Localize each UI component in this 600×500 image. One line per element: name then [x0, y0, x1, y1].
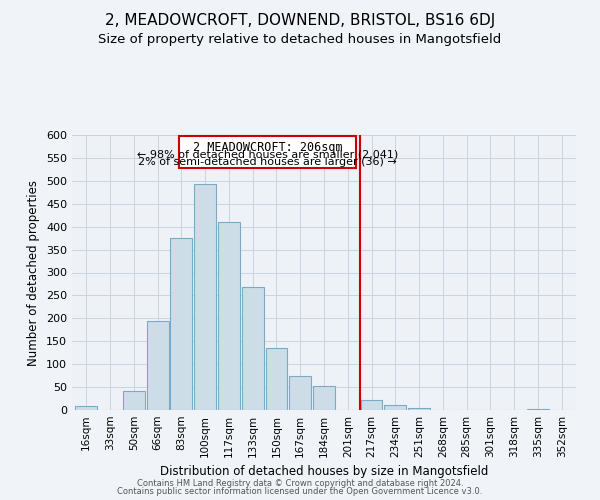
Text: ← 98% of detached houses are smaller (2,041): ← 98% of detached houses are smaller (2,… [137, 150, 398, 160]
Text: 2, MEADOWCROFT, DOWNEND, BRISTOL, BS16 6DJ: 2, MEADOWCROFT, DOWNEND, BRISTOL, BS16 6… [105, 12, 495, 28]
Bar [170, 238, 192, 410]
Bar [242, 287, 263, 410]
Bar [146, 320, 169, 410]
Bar [385, 404, 406, 410]
Bar [123, 391, 145, 410]
Bar [289, 376, 311, 410]
X-axis label: Distribution of detached houses by size in Mangotsfield: Distribution of detached houses by size … [160, 466, 488, 478]
FancyBboxPatch shape [179, 136, 356, 168]
Bar [408, 408, 430, 410]
Bar [76, 406, 97, 410]
Bar [194, 184, 216, 410]
Bar [313, 386, 335, 410]
Text: Contains public sector information licensed under the Open Government Licence v3: Contains public sector information licen… [118, 487, 482, 496]
Text: Size of property relative to detached houses in Mangotsfield: Size of property relative to detached ho… [98, 32, 502, 46]
Text: Contains HM Land Registry data © Crown copyright and database right 2024.: Contains HM Land Registry data © Crown c… [137, 478, 463, 488]
Bar [266, 348, 287, 410]
Bar [527, 408, 549, 410]
Text: 2% of semi-detached houses are larger (36) →: 2% of semi-detached houses are larger (3… [138, 158, 397, 168]
Y-axis label: Number of detached properties: Number of detached properties [28, 180, 40, 366]
Bar [361, 400, 382, 410]
Text: 2 MEADOWCROFT: 206sqm: 2 MEADOWCROFT: 206sqm [193, 141, 343, 154]
Bar [218, 222, 240, 410]
